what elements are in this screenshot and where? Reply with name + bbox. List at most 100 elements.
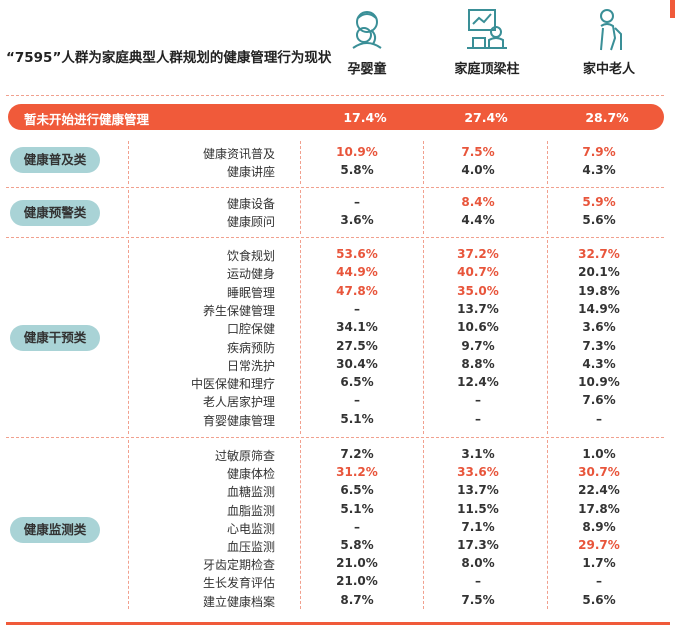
bottom-accent-bar (6, 622, 670, 625)
table-cell: 5.8% (340, 538, 374, 552)
row-label: 健康讲座 (226, 165, 275, 179)
table-cell: 47.8% (336, 283, 378, 298)
table-cell: 5.8% (340, 163, 374, 177)
row-label: 心电监测 (226, 521, 275, 536)
table-cell: 3.6% (582, 320, 616, 335)
table-cell: 8.4% (461, 195, 495, 209)
column-label: 家中老人 (582, 62, 635, 77)
table-cell: 40.7% (457, 265, 499, 280)
table-cell: – (354, 393, 360, 408)
column-divider (300, 240, 301, 434)
column-divider (423, 240, 424, 434)
section-pill: 健康预警类 (10, 200, 100, 226)
banner-value: 17.4% (343, 110, 387, 125)
table-cell: 8.7% (340, 592, 374, 607)
table-cell: 17.8% (578, 501, 620, 516)
row-label: 饮食规划 (226, 249, 275, 263)
column-divider (547, 190, 548, 234)
section-pill: 健康普及类 (10, 147, 100, 173)
table-cell: 4.0% (461, 163, 495, 177)
column-divider (423, 190, 424, 234)
row-label: 生长发育评估 (202, 576, 275, 591)
table-cell: 7.2% (340, 447, 374, 461)
column-divider (300, 440, 301, 609)
page-title: “7595”人群为家庭典型人群规划的健康管理行为现状 (6, 50, 332, 66)
table-cell: 8.0% (461, 556, 495, 571)
table-cell: 53.6% (336, 247, 378, 261)
row-label: 睡眠管理 (226, 285, 275, 300)
table-cell: 8.9% (582, 519, 616, 534)
table-cell: 3.1% (461, 447, 495, 461)
table-cell: 13.7% (457, 483, 499, 498)
table-cell: 30.4% (336, 356, 378, 371)
banner-value: 27.4% (464, 110, 508, 125)
table-cell: 21.0% (336, 574, 378, 589)
table-cell: 17.3% (457, 538, 499, 552)
table-cell: 29.7% (578, 538, 620, 552)
office-worker-icon (467, 9, 507, 49)
table-cell: 5.6% (582, 213, 616, 227)
column-divider (547, 440, 548, 609)
table-cell: 5.6% (582, 592, 616, 607)
column-divider (128, 440, 129, 609)
table-cell: 22.4% (578, 483, 620, 498)
row-label: 老人居家护理 (202, 395, 275, 410)
table-cell: 21.0% (336, 556, 378, 571)
table-cell: 13.7% (457, 301, 499, 316)
row-label: 育婴健康管理 (202, 413, 275, 428)
table-cell: 37.2% (457, 247, 499, 261)
table-cell: 7.3% (582, 338, 616, 353)
column-divider (300, 190, 301, 234)
section-pill: 健康监测类 (10, 517, 100, 543)
banner-label: 暂未开始进行健康管理 (24, 112, 150, 127)
table-cell: 5.1% (340, 501, 374, 516)
column-divider (547, 240, 548, 434)
row-label: 健康体检 (226, 467, 275, 482)
row-label: 健康资讯普及 (202, 147, 275, 161)
table-cell: 35.0% (457, 283, 499, 298)
top-accent-bar (670, 0, 675, 18)
elderly-person-icon (600, 9, 622, 51)
table-cell: 3.6% (340, 213, 374, 227)
column-header-infant: 孕婴童 (312, 8, 422, 77)
row-label: 中医保健和理疗 (190, 377, 275, 392)
table-cell: 30.7% (578, 465, 620, 480)
row-label: 血脂监测 (226, 503, 275, 518)
table-cell: 33.6% (457, 465, 499, 480)
column-label: 孕婴童 (347, 62, 387, 77)
table-cell: – (596, 411, 602, 426)
table-cell: 8.8% (461, 356, 495, 371)
table-cell: 1.7% (582, 556, 616, 571)
column-label: 家庭顶梁柱 (454, 62, 520, 77)
table-cell: 14.9% (578, 301, 620, 316)
column-divider (128, 141, 129, 184)
table-cell: 7.9% (582, 145, 616, 159)
row-label: 日常洗护 (226, 358, 275, 373)
table-cell: 34.1% (336, 320, 378, 335)
column-divider (128, 190, 129, 234)
row-label: 建立健康档案 (202, 594, 275, 609)
column-header-breadwinner: 家庭顶梁柱 (432, 8, 542, 77)
table-cell: 20.1% (578, 265, 620, 280)
section-divider (6, 187, 664, 188)
section-pill: 健康干预类 (10, 325, 100, 351)
table-cell: 32.7% (578, 247, 620, 261)
table-cell: – (596, 574, 602, 589)
column-divider (423, 440, 424, 609)
not-started-banner: 暂未开始进行健康管理 17.4% 27.4% 28.7% (8, 104, 664, 130)
table-cell: – (475, 411, 481, 426)
table-cell: 31.2% (336, 465, 378, 480)
section-divider (6, 437, 664, 438)
table-cell: 10.6% (457, 320, 499, 335)
table-cell: 7.6% (582, 393, 616, 408)
row-label: 健康设备 (226, 197, 275, 211)
column-divider (128, 240, 129, 434)
section-divider (6, 237, 664, 238)
column-divider (423, 141, 424, 184)
table-cell: 4.4% (461, 213, 495, 227)
table-cell: 7.5% (461, 592, 495, 607)
row-label: 血压监测 (226, 540, 275, 554)
row-label: 过敏原筛查 (214, 449, 275, 463)
table-cell: 4.3% (582, 356, 616, 371)
table-cell: 10.9% (578, 375, 620, 390)
